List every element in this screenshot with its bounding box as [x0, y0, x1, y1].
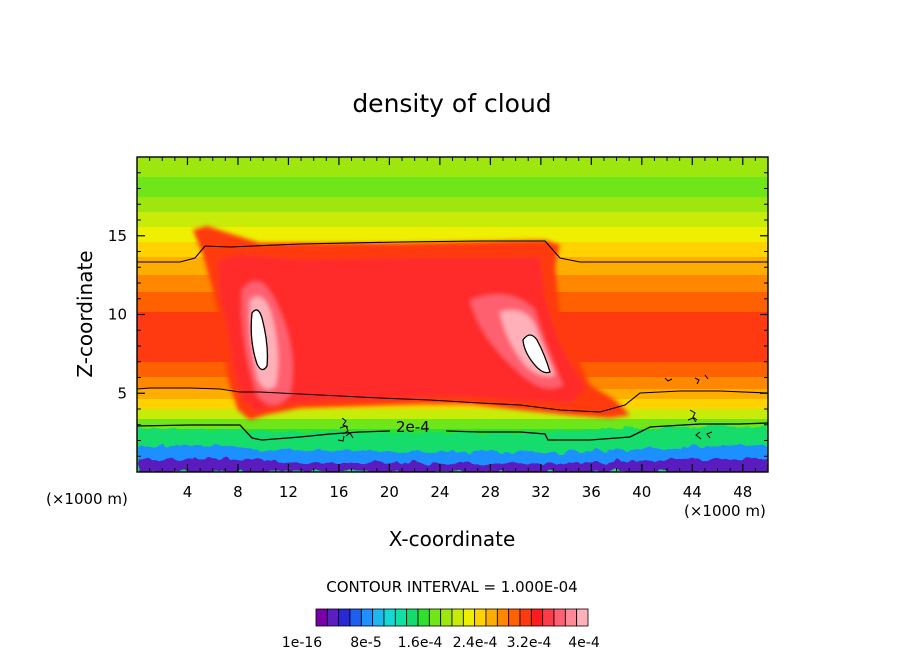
y-tick-label: 5 — [117, 384, 127, 402]
x-tick-label: 48 — [733, 483, 752, 501]
contour-interval-label: CONTOUR INTERVAL = 1.000E-04 — [326, 578, 577, 596]
colorbar-tick-labels: 1e-16 8e-5 1.6e-4 2.4e-4 3.2e-4 4e-4 — [282, 635, 600, 651]
field-band — [137, 157, 768, 177]
x-tick-label: 32 — [531, 483, 550, 501]
colorbar-swatch — [372, 608, 385, 627]
field-band — [137, 227, 768, 242]
y-axis-ticks: 5 10 15 — [108, 172, 768, 457]
peak-core-left — [250, 309, 269, 371]
contour-line-lower — [137, 387, 768, 413]
x-axis-ticks: 4 8 12 16 20 24 28 32 36 40 44 48 — [149, 157, 756, 501]
surface-rough-band — [137, 426, 768, 472]
colorbar-swatch — [326, 608, 340, 627]
field-band — [137, 212, 768, 227]
colorbar-swatch — [496, 608, 510, 627]
colorbar-swatch — [360, 608, 374, 627]
colorbar-tick-label: 4e-4 — [568, 635, 600, 651]
surface-band-purple — [137, 458, 768, 472]
colorbar-swatch — [315, 608, 328, 627]
field-band — [137, 409, 768, 419]
colorbar-tick-label: 1.6e-4 — [398, 635, 443, 651]
colorbar-swatch — [553, 608, 566, 627]
colorbar-swatch — [349, 608, 362, 627]
chart-title: density of cloud — [352, 89, 551, 118]
x-tick-label: 4 — [183, 483, 193, 501]
colorbar-swatch — [417, 608, 430, 627]
x-axis-left-unit: (×1000 m) — [46, 490, 128, 508]
x-tick-label: 20 — [380, 483, 399, 501]
field-band — [137, 177, 768, 197]
colorbar-swatch — [519, 608, 532, 627]
y-tick-label: 15 — [108, 227, 127, 245]
colorbar-tick-label: 3.2e-4 — [507, 635, 552, 651]
field-band — [137, 419, 768, 429]
x-tick-label: 16 — [329, 483, 348, 501]
colorbar-swatch — [462, 608, 476, 627]
x-tick-label: 12 — [279, 483, 298, 501]
colorbar-swatch — [485, 608, 498, 627]
colorbar-swatch — [564, 608, 578, 627]
colorbar-tick-label: 2.4e-4 — [453, 635, 498, 651]
colorbar-swatch — [428, 608, 442, 627]
colorbar-swatch — [508, 608, 521, 627]
x-tick-label: 40 — [632, 483, 651, 501]
x-axis-right-unit: (×1000 m) — [684, 502, 766, 520]
x-tick-label: 8 — [233, 483, 243, 501]
colorbar — [315, 608, 589, 627]
cloud-block-core — [218, 255, 585, 412]
y-axis-label: Z-coordinate — [73, 250, 97, 377]
colorbar-tick-label: 8e-5 — [350, 635, 381, 651]
colorbar-swatch — [530, 608, 544, 627]
colorbar-swatch — [576, 608, 589, 627]
colorbar-swatch — [474, 608, 487, 627]
contour-line-upper — [137, 240, 768, 263]
colorbar-swatch — [383, 608, 396, 627]
colorbar-tick-label: 1e-16 — [282, 635, 322, 651]
x-tick-label: 36 — [582, 483, 601, 501]
y-tick-label: 10 — [108, 306, 127, 324]
x-tick-label: 44 — [683, 483, 702, 501]
x-axis-label: X-coordinate — [389, 527, 516, 551]
contour-speckles — [337, 374, 713, 442]
x-tick-label: 24 — [430, 483, 449, 501]
colorbar-swatch — [338, 608, 351, 627]
colorbar-swatch — [394, 608, 408, 627]
field-band — [137, 197, 768, 212]
colorbar-swatch — [451, 608, 464, 627]
peak-core-right — [522, 334, 551, 374]
x-tick-label: 28 — [481, 483, 500, 501]
contour-label: 2e-4 — [396, 418, 430, 436]
colorbar-swatch — [406, 608, 419, 627]
density-field — [137, 157, 768, 472]
colorbar-swatch — [542, 608, 555, 627]
colorbar-swatch — [440, 608, 453, 627]
